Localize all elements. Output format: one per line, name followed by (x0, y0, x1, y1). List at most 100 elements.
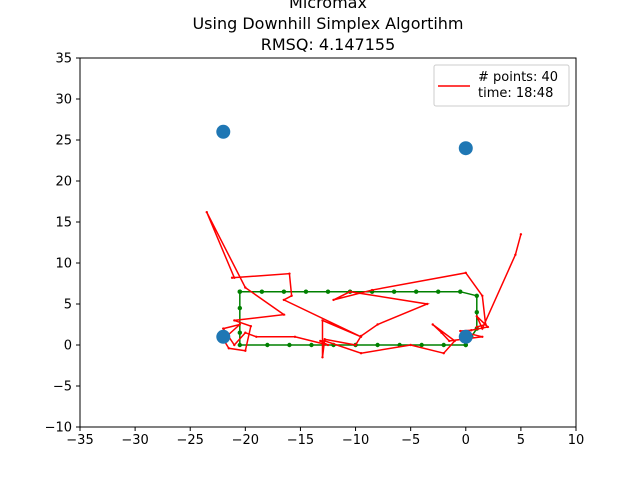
estimated-path-point (354, 343, 357, 347)
true-path-point (441, 342, 446, 348)
estimated-path-point (319, 339, 322, 343)
estimated-path-point (282, 313, 286, 316)
true-path (237, 289, 479, 348)
x-tick-label: −20 (232, 433, 259, 448)
y-tick-label: 15 (55, 216, 72, 231)
chart-title: Micromax Using Downhill Simplex Algortihm… (192, 0, 463, 54)
estimated-path-point (519, 233, 523, 236)
estimated-path-point (244, 349, 247, 352)
true-path-point (325, 289, 331, 294)
x-tick-label: −35 (66, 433, 93, 448)
estimated-path-point (359, 352, 363, 355)
plot-area (79, 57, 577, 428)
x-axis: −35 −30 −25 −20 −15 −10 −5 0 5 10 (66, 427, 584, 448)
y-tick-label: 0 (64, 339, 72, 354)
true-path-point (303, 289, 309, 294)
true-path-point (375, 342, 380, 348)
estimated-path-point (332, 298, 335, 302)
estimated-path-point (321, 356, 324, 359)
estimated-path-point (481, 327, 484, 330)
x-tick-label: −10 (342, 433, 369, 448)
anchor-point (458, 141, 473, 156)
title-line-1: Using Downhill Simplex Algortihm (192, 14, 463, 33)
true-path-point (237, 305, 243, 311)
y-tick-label: −10 (45, 421, 72, 436)
anchor-point (216, 329, 231, 344)
x-tick-label: 0 (462, 433, 470, 448)
estimated-path-point (486, 325, 490, 329)
anchor-point (216, 124, 231, 139)
y-tick-label: 10 (55, 257, 72, 272)
true-path-point (413, 289, 419, 294)
estimated-path-point (205, 210, 208, 214)
y-axis: −10 −5 0 5 10 15 20 25 30 35 (45, 52, 80, 436)
true-path-point (237, 342, 243, 348)
estimated-path-point (459, 329, 462, 333)
true-path-point (419, 342, 424, 348)
true-path-point (265, 342, 270, 348)
estimated-path-point (484, 323, 487, 326)
estimated-path-point (244, 286, 247, 289)
y-tick-label: −5 (53, 380, 72, 395)
true-path-point (237, 289, 243, 294)
anchor-points (216, 124, 473, 344)
estimated-path-point (233, 276, 236, 279)
estimated-path-point (282, 298, 286, 302)
estimated-path-point (290, 294, 293, 297)
true-path-point (458, 289, 463, 294)
title-line-0: Micromax (289, 0, 367, 12)
true-path-point (474, 293, 479, 298)
estimated-path-point (288, 272, 291, 275)
y-tick-label: 30 (55, 93, 72, 108)
estimated-path-point (321, 319, 324, 322)
estimated-path-point (481, 294, 484, 297)
estimated-path-point (448, 339, 451, 343)
estimated-path-point (348, 290, 352, 293)
legend-box (433, 64, 570, 107)
true-path-point (281, 289, 287, 294)
x-tick-label: −5 (401, 433, 420, 448)
estimated-path-point (233, 343, 236, 347)
estimated-path-point (464, 271, 467, 275)
true-path-point (309, 342, 314, 348)
estimated-path-point (323, 339, 326, 343)
true-path-point (474, 310, 479, 315)
estimated-path-point (233, 319, 236, 322)
true-path-point (463, 342, 468, 348)
true-path-point (237, 330, 243, 335)
true-path-point (436, 289, 441, 294)
true-path-point (391, 289, 397, 294)
estimated-path-point (293, 335, 297, 338)
estimated-path-point (376, 323, 379, 326)
estimated-path-point (426, 302, 429, 306)
true-path-point (287, 342, 292, 348)
anchor-point (458, 329, 473, 344)
y-tick-label: 20 (55, 175, 72, 190)
estimated-path-point (442, 352, 445, 355)
x-tick-label: 5 (517, 433, 525, 448)
estimated-path-point (230, 276, 234, 279)
estimated-path-point (475, 315, 478, 318)
estimated-path-point (359, 334, 363, 338)
x-tick-label: −15 (287, 433, 314, 448)
estimated-path-point (249, 324, 253, 328)
estimated-path-point (227, 347, 230, 350)
estimated-path-point (255, 335, 258, 338)
x-tick-label: −25 (177, 433, 204, 448)
estimated-path-point (222, 327, 225, 330)
y-tick-label: 5 (64, 298, 72, 313)
x-tick-label: 10 (568, 433, 585, 448)
estimated-path-point (323, 338, 326, 341)
estimated-path-point (326, 343, 330, 347)
y-tick-label: 25 (55, 134, 72, 149)
estimated-path-point (409, 343, 412, 347)
true-path-point (259, 289, 265, 294)
estimated-path-point (514, 253, 517, 256)
legend-points-label: # points: 40 (478, 70, 558, 85)
legend: # points: 40 time: 18:48 (433, 64, 570, 107)
estimated-path-point (244, 331, 247, 334)
estimated-path-point (470, 329, 473, 332)
estimated-path-point (481, 335, 484, 338)
x-tick-label: −30 (121, 433, 148, 448)
